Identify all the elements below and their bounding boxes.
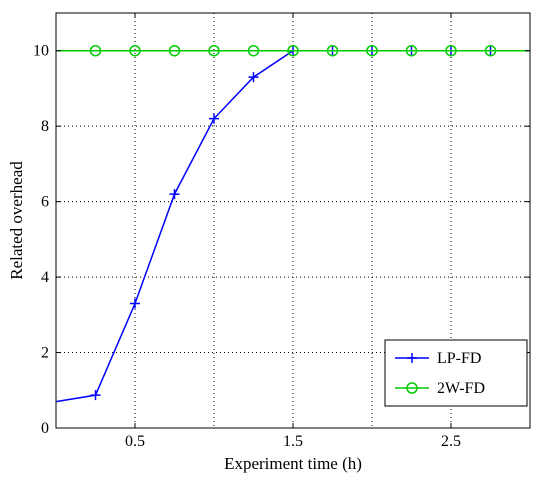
data-point-marker [445, 44, 457, 57]
data-point-marker [248, 72, 259, 83]
legend-label: LP-FD [437, 350, 481, 367]
x-tick-label: 0.5 [125, 433, 145, 450]
axis-ticks: 0.5 1.5 2.5 0 2 4 6 8 10 [33, 13, 530, 450]
data-point-marker [209, 113, 219, 124]
y-tick-label: 8 [41, 118, 49, 135]
x-tick-label: 2.5 [441, 433, 461, 450]
y-tick-label: 10 [33, 43, 49, 60]
data-point-marker [169, 189, 180, 200]
data-point-marker [247, 44, 260, 57]
legend-box [384, 339, 528, 407]
legend-label: 2W-FD [437, 380, 485, 397]
data-point-marker [366, 44, 378, 57]
data-point-marker [129, 44, 141, 57]
series-2w-fd [56, 44, 530, 57]
y-tick-label: 4 [41, 269, 49, 286]
y-tick-label: 2 [41, 345, 49, 362]
data-point-marker [208, 44, 220, 57]
data-point-marker [89, 44, 102, 57]
y-tick-label: 0 [41, 420, 49, 437]
data-point-marker [405, 44, 418, 57]
data-point-marker [168, 44, 181, 57]
series-group [55, 44, 530, 403]
y-tick-label: 6 [41, 194, 49, 211]
x-axis-label: Experiment time (h) [224, 454, 362, 473]
data-point-marker [90, 390, 101, 401]
legend-item-lp-fd: LP-FD [395, 350, 481, 367]
data-point-marker [407, 353, 417, 363]
y-axis-label: Related overhead [7, 161, 26, 280]
data-point-marker [130, 298, 140, 309]
data-point-marker [406, 382, 418, 394]
x-tick-label: 1.5 [283, 433, 303, 450]
legend: LP-FD 2W-FD [384, 339, 528, 407]
data-point-marker [326, 44, 339, 57]
data-point-marker [287, 44, 299, 57]
data-point-marker [484, 44, 497, 57]
legend-item-2w-fd: 2W-FD [395, 380, 485, 397]
